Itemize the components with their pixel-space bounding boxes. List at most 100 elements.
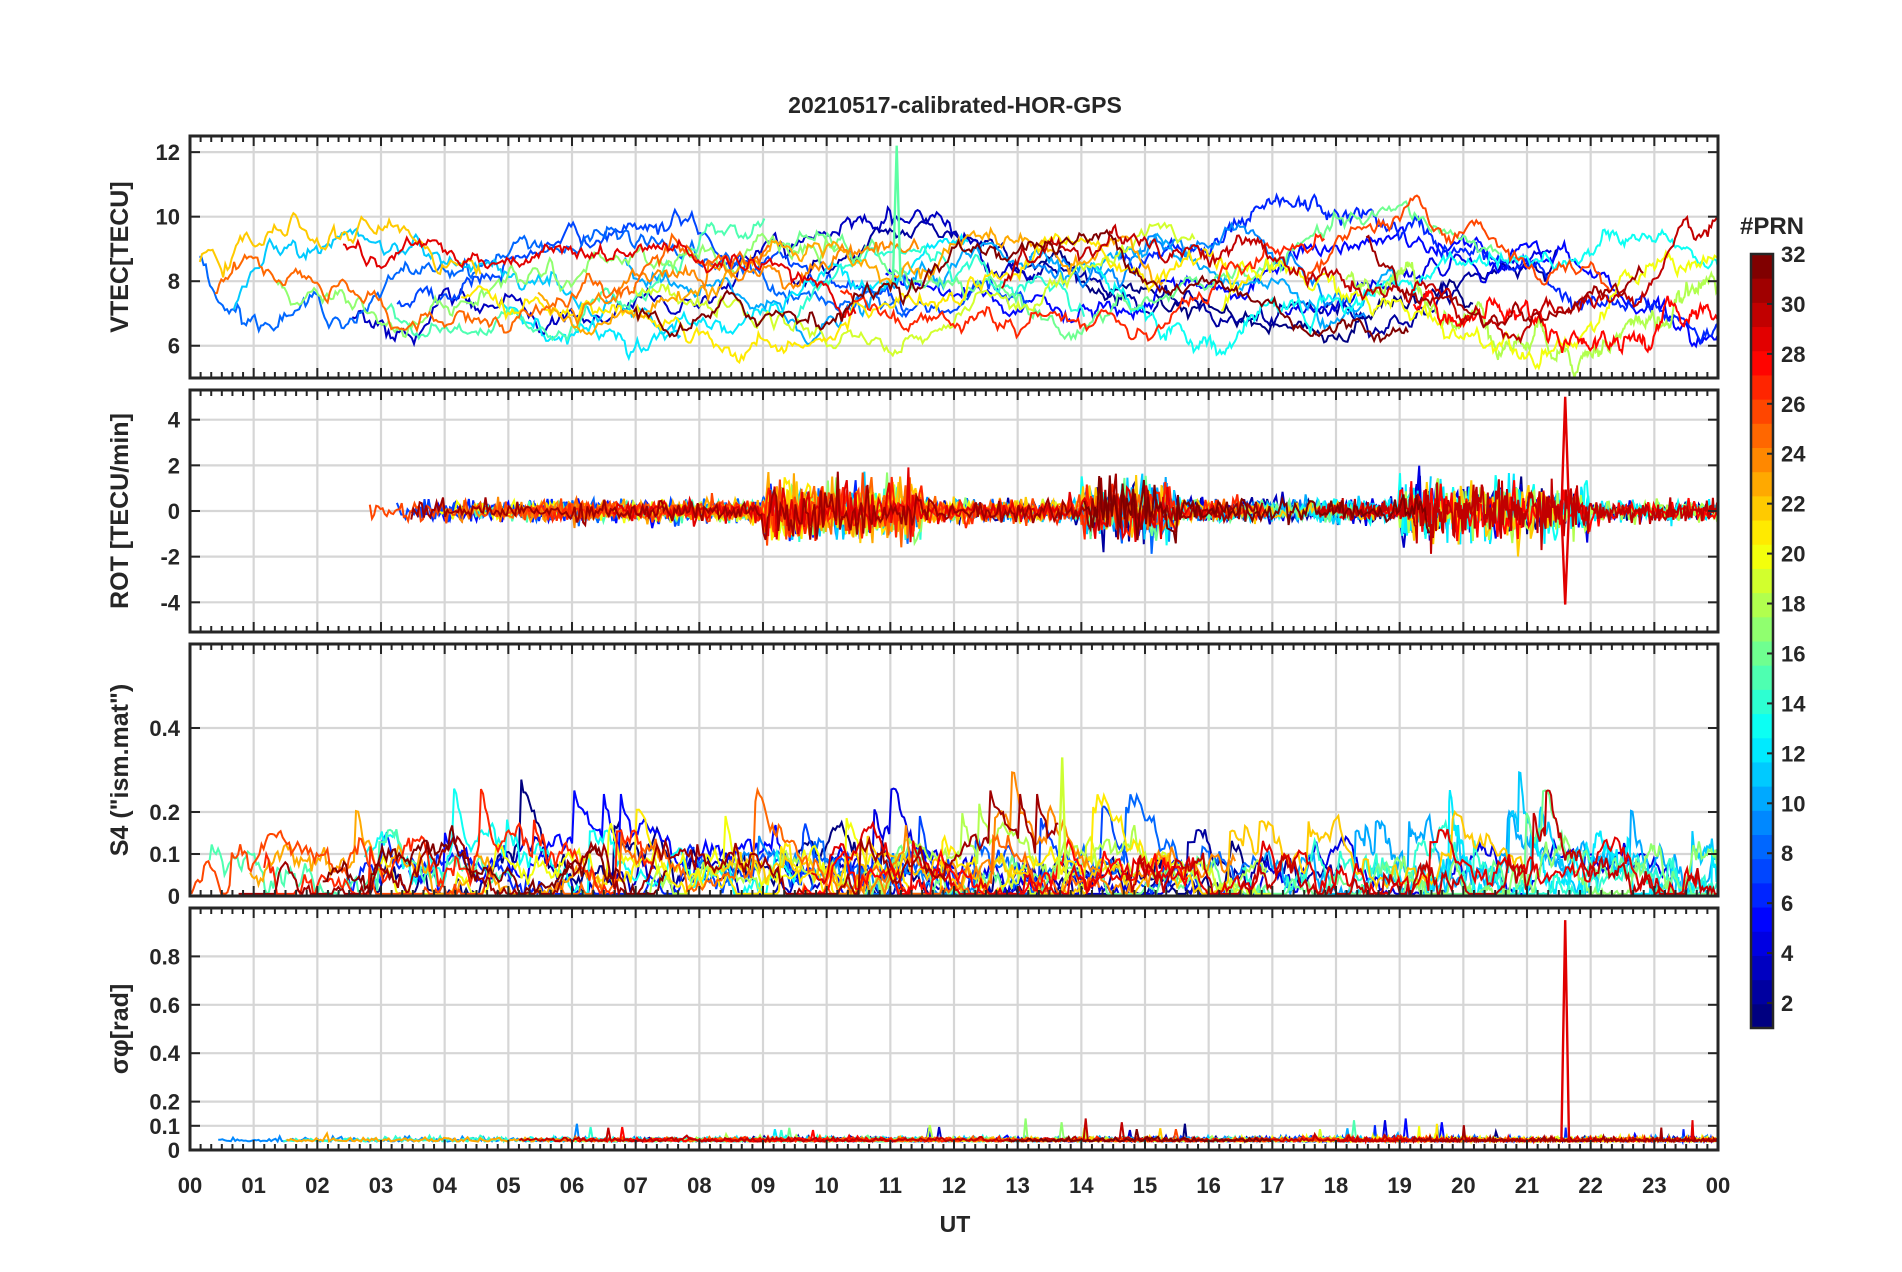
x-tick-label: 19	[1387, 1173, 1411, 1198]
colorbar-segment	[1751, 931, 1773, 956]
series-prn-27	[839, 232, 1326, 342]
y-tick-label: 0	[168, 1138, 180, 1163]
series-prn-11	[232, 227, 682, 340]
x-tick-label: 23	[1642, 1173, 1666, 1198]
x-tick-label: 14	[1069, 1173, 1094, 1198]
y-axis-label-sigma: σφ[rad]	[106, 984, 134, 1075]
series-prn-14	[1241, 818, 1718, 896]
series-prn-30	[1000, 214, 1718, 345]
panel-frame	[188, 642, 1720, 898]
x-tick-labels: 00 01 02 03 04 05 06 07 08 09 10 11 12 13 14 15 16 17 18 19…	[178, 1173, 1730, 1198]
series-prn-26	[1305, 194, 1611, 294]
series-group	[218, 920, 1718, 1146]
colorbar-tick-label: 2	[1781, 991, 1793, 1016]
colorbar-segment	[1751, 278, 1773, 303]
colorbar-segment	[1751, 689, 1773, 715]
x-tick-label: 07	[623, 1173, 647, 1198]
colorbar-segment	[1751, 1003, 1773, 1029]
highlight-spike-s4-0	[1057, 757, 1068, 880]
series-prn-4	[822, 787, 1710, 896]
colorbar-tick-label: 26	[1781, 392, 1805, 417]
colorbar-segment	[1751, 858, 1773, 884]
y-tick-label: 4	[168, 408, 181, 433]
y-tick-label: 2	[168, 453, 180, 478]
colorbar-segment	[1751, 665, 1773, 690]
x-tick-label: 13	[1005, 1173, 1029, 1198]
series-prn-10	[624, 232, 1398, 345]
x-tick-label: 05	[496, 1173, 520, 1198]
series-prn-31	[1365, 234, 1644, 329]
colorbar-segment	[1751, 834, 1773, 860]
x-tick-label: 12	[942, 1173, 966, 1198]
series-group	[198, 145, 1718, 378]
colorbar-tick-label: 20	[1781, 542, 1805, 567]
series-prn-19	[632, 221, 1196, 358]
colorbar-segment	[1751, 399, 1773, 424]
highlight-spike-rot-0	[1560, 396, 1571, 512]
series-prn-31	[410, 471, 1264, 541]
series-prn-29	[612, 467, 1226, 543]
colorbar-segment	[1751, 568, 1773, 594]
series-prn-17	[1391, 834, 1718, 896]
colorbar-segment	[1751, 761, 1773, 787]
y-tick-label: 12	[156, 140, 180, 165]
series-prn-30	[1316, 478, 1718, 554]
colorbar-segment	[1751, 423, 1773, 448]
series-prn-31	[1411, 1125, 1718, 1144]
chart-title: 20210517-calibrated-HOR-GPS	[788, 92, 1122, 118]
y-tick-label: 0	[168, 499, 180, 524]
x-tick-label: 00	[1706, 1173, 1730, 1198]
colorbar-segment	[1751, 882, 1773, 908]
series-prn-23	[249, 809, 614, 896]
x-tick-label: 22	[1578, 1173, 1602, 1198]
series-prn-14	[795, 243, 1086, 319]
series-prn-25	[214, 232, 771, 334]
series-prn-24	[570, 237, 920, 328]
y-tick-label: 0.2	[149, 800, 180, 825]
x-tick-label: 09	[751, 1173, 775, 1198]
y-tick-label: -4	[160, 590, 180, 615]
x-tick-label: 02	[305, 1173, 329, 1198]
series-prn-20	[379, 815, 880, 896]
colorbar-segment	[1751, 544, 1773, 569]
panel-rot: -4 -2 0 2 4 ROT [TECU/min]	[106, 388, 1720, 634]
colorbar-segment	[1751, 350, 1773, 376]
y-tick-label: 0.1	[149, 842, 180, 867]
colorbar-tick-label: 12	[1781, 741, 1805, 766]
y-tick-label: 0.4	[149, 1041, 180, 1066]
colorbar-segment	[1751, 713, 1773, 739]
series-group	[190, 757, 1718, 896]
x-tick-label: 04	[432, 1173, 457, 1198]
series-prn-22	[714, 809, 1524, 896]
y-tick-label: 8	[168, 269, 180, 294]
highlight-spike-sigma-0	[1560, 920, 1571, 1141]
series-prn-31	[238, 790, 1059, 896]
x-tick-label: 03	[369, 1173, 393, 1198]
colorbar-tick-label: 4	[1781, 941, 1794, 966]
series-group	[368, 396, 1718, 605]
y-axis-label-vtec: VTEC[TECU]	[106, 181, 134, 332]
colorbar-tick-label: 10	[1781, 791, 1805, 816]
y-axis-label-rot: ROT [TECU/min]	[106, 413, 134, 609]
x-tick-label: 10	[814, 1173, 838, 1198]
colorbar-segment	[1751, 810, 1773, 835]
colorbar-segment	[1751, 955, 1773, 981]
series-prn-23	[537, 225, 1164, 336]
colorbar-tick-label: 14	[1781, 691, 1806, 716]
y-tick-label: 0.1	[149, 1114, 180, 1139]
colorbar-segment	[1751, 786, 1773, 811]
series-prn-32	[1083, 475, 1431, 544]
colorbar-frame	[1749, 252, 1775, 1030]
x-tick-label: 20	[1451, 1173, 1475, 1198]
panel-frame	[188, 906, 1720, 1152]
x-tick-label: 17	[1260, 1173, 1284, 1198]
series-prn-28	[1412, 289, 1718, 356]
series-prn-29	[810, 820, 1699, 896]
series-prn-32	[632, 228, 1409, 344]
x-tick-label: 01	[241, 1173, 265, 1198]
y-tick-label: 10	[156, 205, 180, 230]
series-prn-29	[342, 235, 857, 319]
x-tick-label: 08	[687, 1173, 711, 1198]
